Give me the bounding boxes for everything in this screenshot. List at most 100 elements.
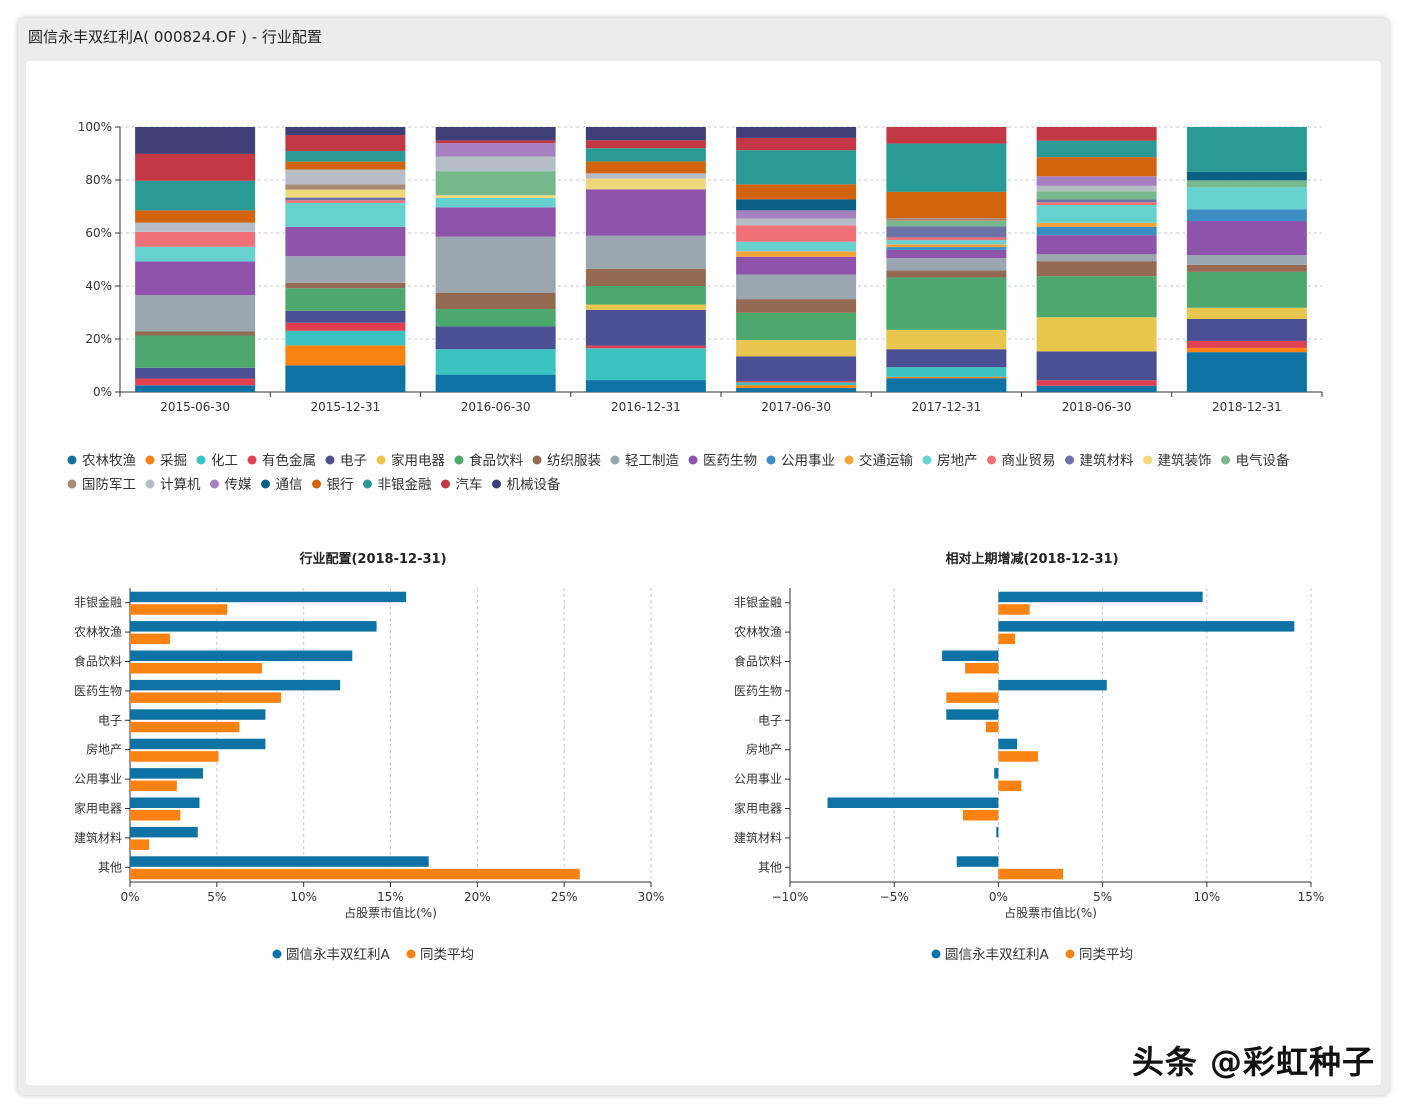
stack-segment[interactable] [285, 184, 406, 190]
hbar-bar[interactable] [130, 797, 200, 809]
stack-segment[interactable] [886, 329, 1007, 350]
legend-label[interactable]: 医药生物 [703, 453, 757, 469]
stack-segment[interactable] [886, 349, 1007, 368]
hbar-bar[interactable] [130, 709, 266, 720]
stack-segment[interactable] [585, 161, 706, 174]
stack-segment[interactable] [135, 153, 256, 181]
hbar-bar[interactable] [130, 738, 266, 750]
hbar-bar[interactable] [130, 692, 282, 703]
stack-segment[interactable] [1036, 205, 1157, 223]
stack-segment[interactable] [585, 309, 706, 346]
stack-segment[interactable] [736, 199, 857, 211]
legend-label[interactable]: 汽车 [456, 476, 483, 493]
stack-segment[interactable] [1036, 140, 1157, 158]
hbar-bar[interactable] [998, 780, 1022, 792]
stack-segment[interactable] [1036, 254, 1157, 262]
stack-segment[interactable] [285, 189, 406, 198]
stack-segment[interactable] [1186, 255, 1307, 265]
stack-segment[interactable] [1036, 199, 1157, 203]
legend-label[interactable]: 机械设备 [507, 476, 561, 493]
stack-segment[interactable] [736, 385, 857, 388]
hbar-bar[interactable] [946, 709, 999, 720]
stack-segment[interactable] [285, 134, 406, 151]
stack-segment[interactable] [886, 258, 1007, 271]
legend-label[interactable]: 电子 [340, 453, 367, 469]
hbar-bar[interactable] [130, 826, 198, 838]
stack-segment[interactable] [1186, 180, 1307, 188]
stack-segment[interactable] [1036, 157, 1157, 177]
hbar-bar[interactable] [965, 663, 999, 674]
stack-segment[interactable] [736, 340, 857, 357]
stack-segment[interactable] [285, 200, 406, 203]
stack-segment[interactable] [135, 246, 256, 262]
stack-segment[interactable] [1186, 209, 1307, 222]
stack-segment[interactable] [285, 202, 406, 227]
stack-segment[interactable] [285, 226, 406, 257]
stack-segment[interactable] [435, 292, 556, 310]
hbar-bar[interactable] [996, 826, 999, 838]
stack-segment[interactable] [285, 365, 406, 392]
hbar-bar[interactable] [130, 679, 341, 691]
stack-segment[interactable] [736, 241, 857, 252]
legend-label[interactable]: 家用电器 [391, 452, 445, 469]
stack-segment[interactable] [135, 261, 256, 296]
stack-segment[interactable] [285, 282, 406, 289]
stack-segment[interactable] [1036, 385, 1157, 392]
stack-segment[interactable] [585, 345, 706, 349]
hbar-bar[interactable] [998, 591, 1203, 603]
stack-segment[interactable] [1186, 347, 1307, 353]
hbar-bar[interactable] [998, 868, 1064, 880]
stack-segment[interactable] [135, 367, 256, 379]
stack-segment[interactable] [1036, 127, 1157, 141]
stack-segment[interactable] [736, 184, 857, 200]
stack-segment[interactable] [1186, 264, 1307, 272]
stack-segment[interactable] [886, 247, 1007, 250]
stack-segment[interactable] [886, 218, 1007, 221]
stack-segment[interactable] [886, 143, 1007, 192]
stack-segment[interactable] [736, 137, 857, 151]
stack-segment[interactable] [585, 178, 706, 190]
stack-segment[interactable] [1186, 319, 1307, 341]
stack-segment[interactable] [1036, 235, 1157, 255]
hbar-legend-label[interactable]: 同类平均 [420, 947, 474, 963]
stack-segment[interactable] [886, 220, 1007, 227]
hbar-bar[interactable] [942, 650, 999, 662]
stack-segment[interactable] [585, 235, 706, 269]
stack-segment[interactable] [1036, 191, 1157, 200]
stack-segment[interactable] [1036, 317, 1157, 352]
stack-segment[interactable] [1186, 271, 1307, 308]
hbar-bar[interactable] [946, 692, 999, 703]
stack-segment[interactable] [285, 127, 406, 135]
stack-segment[interactable] [285, 161, 406, 170]
stack-segment[interactable] [435, 236, 556, 293]
stack-segment[interactable] [886, 237, 1007, 241]
stack-segment[interactable] [1036, 185, 1157, 192]
stack-segment[interactable] [736, 218, 857, 226]
stack-segment[interactable] [1036, 380, 1157, 386]
stack-segment[interactable] [886, 226, 1007, 238]
stack-segment[interactable] [435, 127, 556, 141]
stack-segment[interactable] [886, 249, 1007, 259]
legend-label[interactable]: 建筑材料 [1080, 453, 1134, 469]
stack-segment[interactable] [1186, 221, 1307, 256]
stack-segment[interactable] [285, 345, 406, 366]
stack-segment[interactable] [435, 195, 556, 198]
stack-segment[interactable] [886, 244, 1007, 248]
legend-label[interactable]: 有色金属 [262, 452, 316, 469]
stack-segment[interactable] [886, 127, 1007, 144]
stack-segment[interactable] [135, 378, 256, 386]
legend-label[interactable]: 采掘 [160, 453, 187, 469]
stack-segment[interactable] [886, 277, 1007, 330]
stack-segment[interactable] [435, 156, 556, 172]
stack-segment[interactable] [285, 288, 406, 311]
stack-segment[interactable] [285, 322, 406, 331]
stack-segment[interactable] [886, 367, 1007, 377]
legend-label[interactable]: 公用事业 [781, 453, 835, 469]
stack-segment[interactable] [1186, 171, 1307, 181]
stack-segment[interactable] [585, 380, 706, 392]
stack-segment[interactable] [1186, 127, 1307, 172]
stack-segment[interactable] [1186, 352, 1307, 392]
stack-segment[interactable] [736, 256, 857, 275]
stack-segment[interactable] [886, 191, 1007, 219]
stack-segment[interactable] [435, 171, 556, 196]
